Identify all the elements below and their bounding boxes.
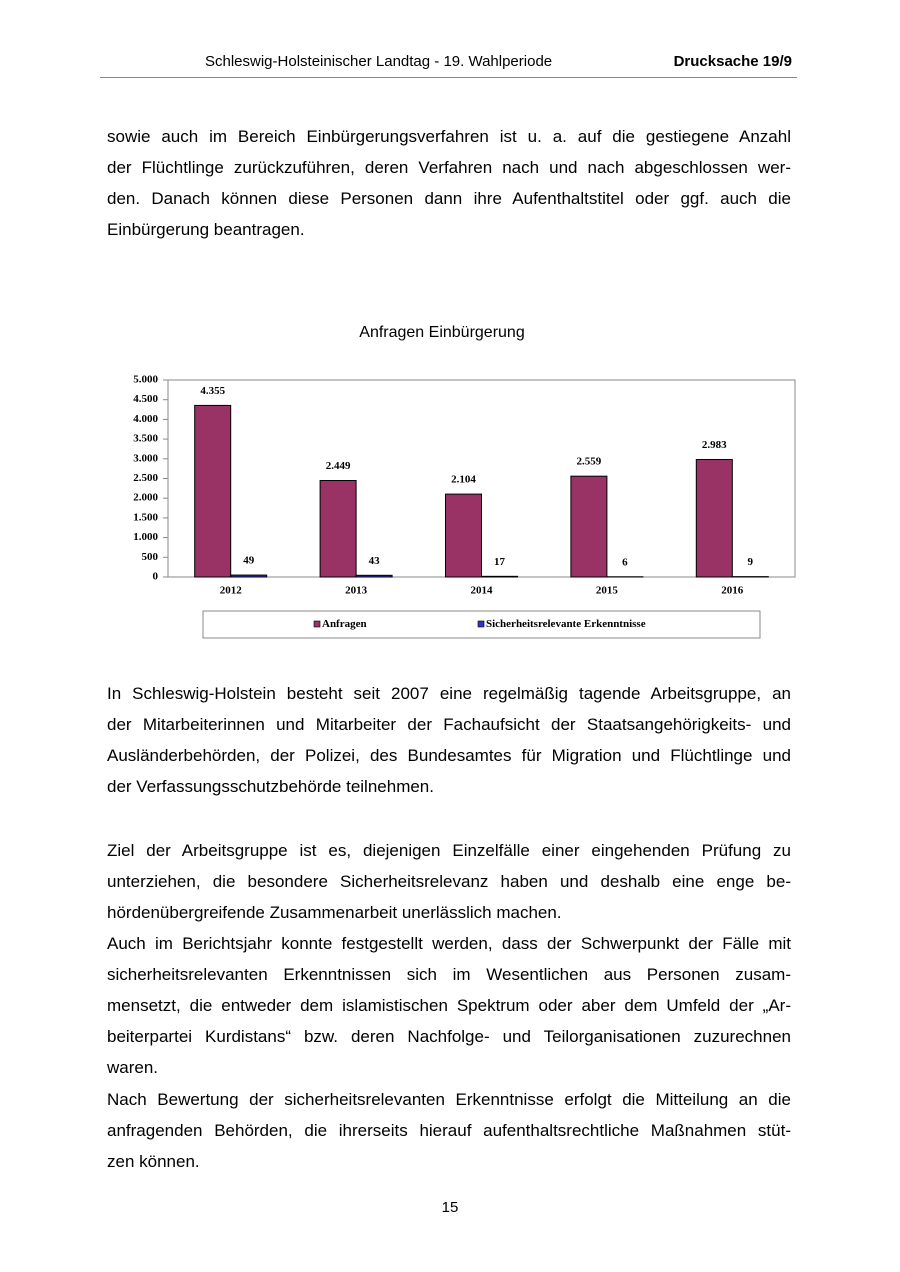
legend-label: Anfragen [322, 618, 367, 630]
y-tick-label: 4.500 [133, 393, 158, 405]
text-line: mensetzt, die entweder dem islamistische… [107, 996, 791, 1016]
y-tick-label: 2.000 [133, 492, 158, 504]
header-title: Schleswig-Holsteinischer Landtag - 19. W… [205, 53, 553, 70]
legend-swatch [477, 620, 485, 628]
y-tick-label: 3.500 [133, 433, 158, 445]
bar [319, 480, 357, 578]
text-line: anfragenden Behörden, die ihrerseits hie… [107, 1121, 791, 1141]
legend-swatch [313, 620, 321, 628]
text-line: sicherheitsrelevanten Erkenntnissen sich… [107, 965, 791, 985]
bar [481, 575, 518, 578]
text-line: der Flüchtlinge zurückzuführen, deren Ve… [107, 158, 791, 178]
value-label: 6 [622, 556, 628, 568]
text-line: Ziel der Arbeitsgruppe ist es, diejenige… [107, 841, 791, 860]
y-tick-label: 1.000 [133, 531, 158, 543]
bar [570, 475, 608, 578]
value-label: 49 [243, 555, 255, 567]
y-tick-label: 1.500 [133, 511, 158, 523]
text-line: den. Danach können diese Personen dann i… [107, 189, 791, 209]
text-line: Ausländerbehörden, der Polizei, des Bund… [107, 746, 791, 766]
text-line: zen können. [107, 1152, 200, 1172]
value-label: 2.559 [577, 456, 602, 468]
header-rule [100, 77, 797, 78]
bar [445, 493, 482, 578]
value-label: 43 [369, 555, 381, 567]
x-tick-label: 2014 [471, 585, 494, 597]
value-label: 17 [494, 556, 506, 568]
text-line: Einbürgerung beantragen. [107, 220, 305, 240]
text-line: beiterpartei Kurdistans“ bzw. deren Nach… [107, 1027, 791, 1047]
text-line: der Mitarbeiterinnen und Mitarbeiter der… [107, 715, 791, 735]
x-tick-label: 2016 [721, 585, 744, 597]
text-line: Nach Bewertung der sicherheitsrelevanten… [107, 1090, 791, 1109]
value-label: 9 [748, 556, 754, 568]
value-label: 2.104 [451, 474, 476, 486]
y-tick-label: 500 [142, 551, 159, 563]
text-line: waren. [107, 1058, 159, 1078]
page-number: 15 [441, 1199, 459, 1216]
y-tick-label: 2.500 [133, 472, 158, 484]
chart-title: Anfragen Einbürgerung [359, 324, 524, 341]
legend-box [202, 610, 761, 639]
text-line: der Verfassungsschutzbehörde teilnehmen. [107, 777, 434, 797]
text-line: sowie auch im Bereich Einbürgerungsverfa… [107, 127, 791, 146]
value-label: 2.449 [326, 460, 351, 472]
header-doc-number: Drucksache 19/9 [673, 53, 792, 70]
x-tick-label: 2013 [345, 585, 368, 597]
y-tick-label: 5.000 [133, 374, 158, 386]
value-label: 4.355 [200, 385, 225, 397]
legend-label: Sicherheitsrelevante Erkenntnisse [486, 618, 646, 630]
text-line: unterziehen, die besondere Sicherheitsre… [107, 872, 791, 892]
bar [695, 458, 733, 578]
text-line: hördenübergreifende Zusammenarbeit unerl… [107, 903, 562, 923]
value-label: 2.983 [702, 439, 727, 451]
x-tick-label: 2012 [220, 585, 243, 597]
y-tick-label: 3.000 [133, 452, 158, 464]
bar [194, 404, 232, 578]
text-line: In Schleswig-Holstein besteht seit 2007 … [107, 684, 791, 703]
y-tick-label: 0 [153, 571, 159, 583]
x-tick-label: 2015 [596, 585, 619, 597]
text-line: Auch im Berichtsjahr konnte festgestellt… [107, 934, 791, 953]
bar [230, 574, 268, 578]
y-tick-label: 4.000 [133, 413, 158, 425]
bar [355, 574, 393, 578]
